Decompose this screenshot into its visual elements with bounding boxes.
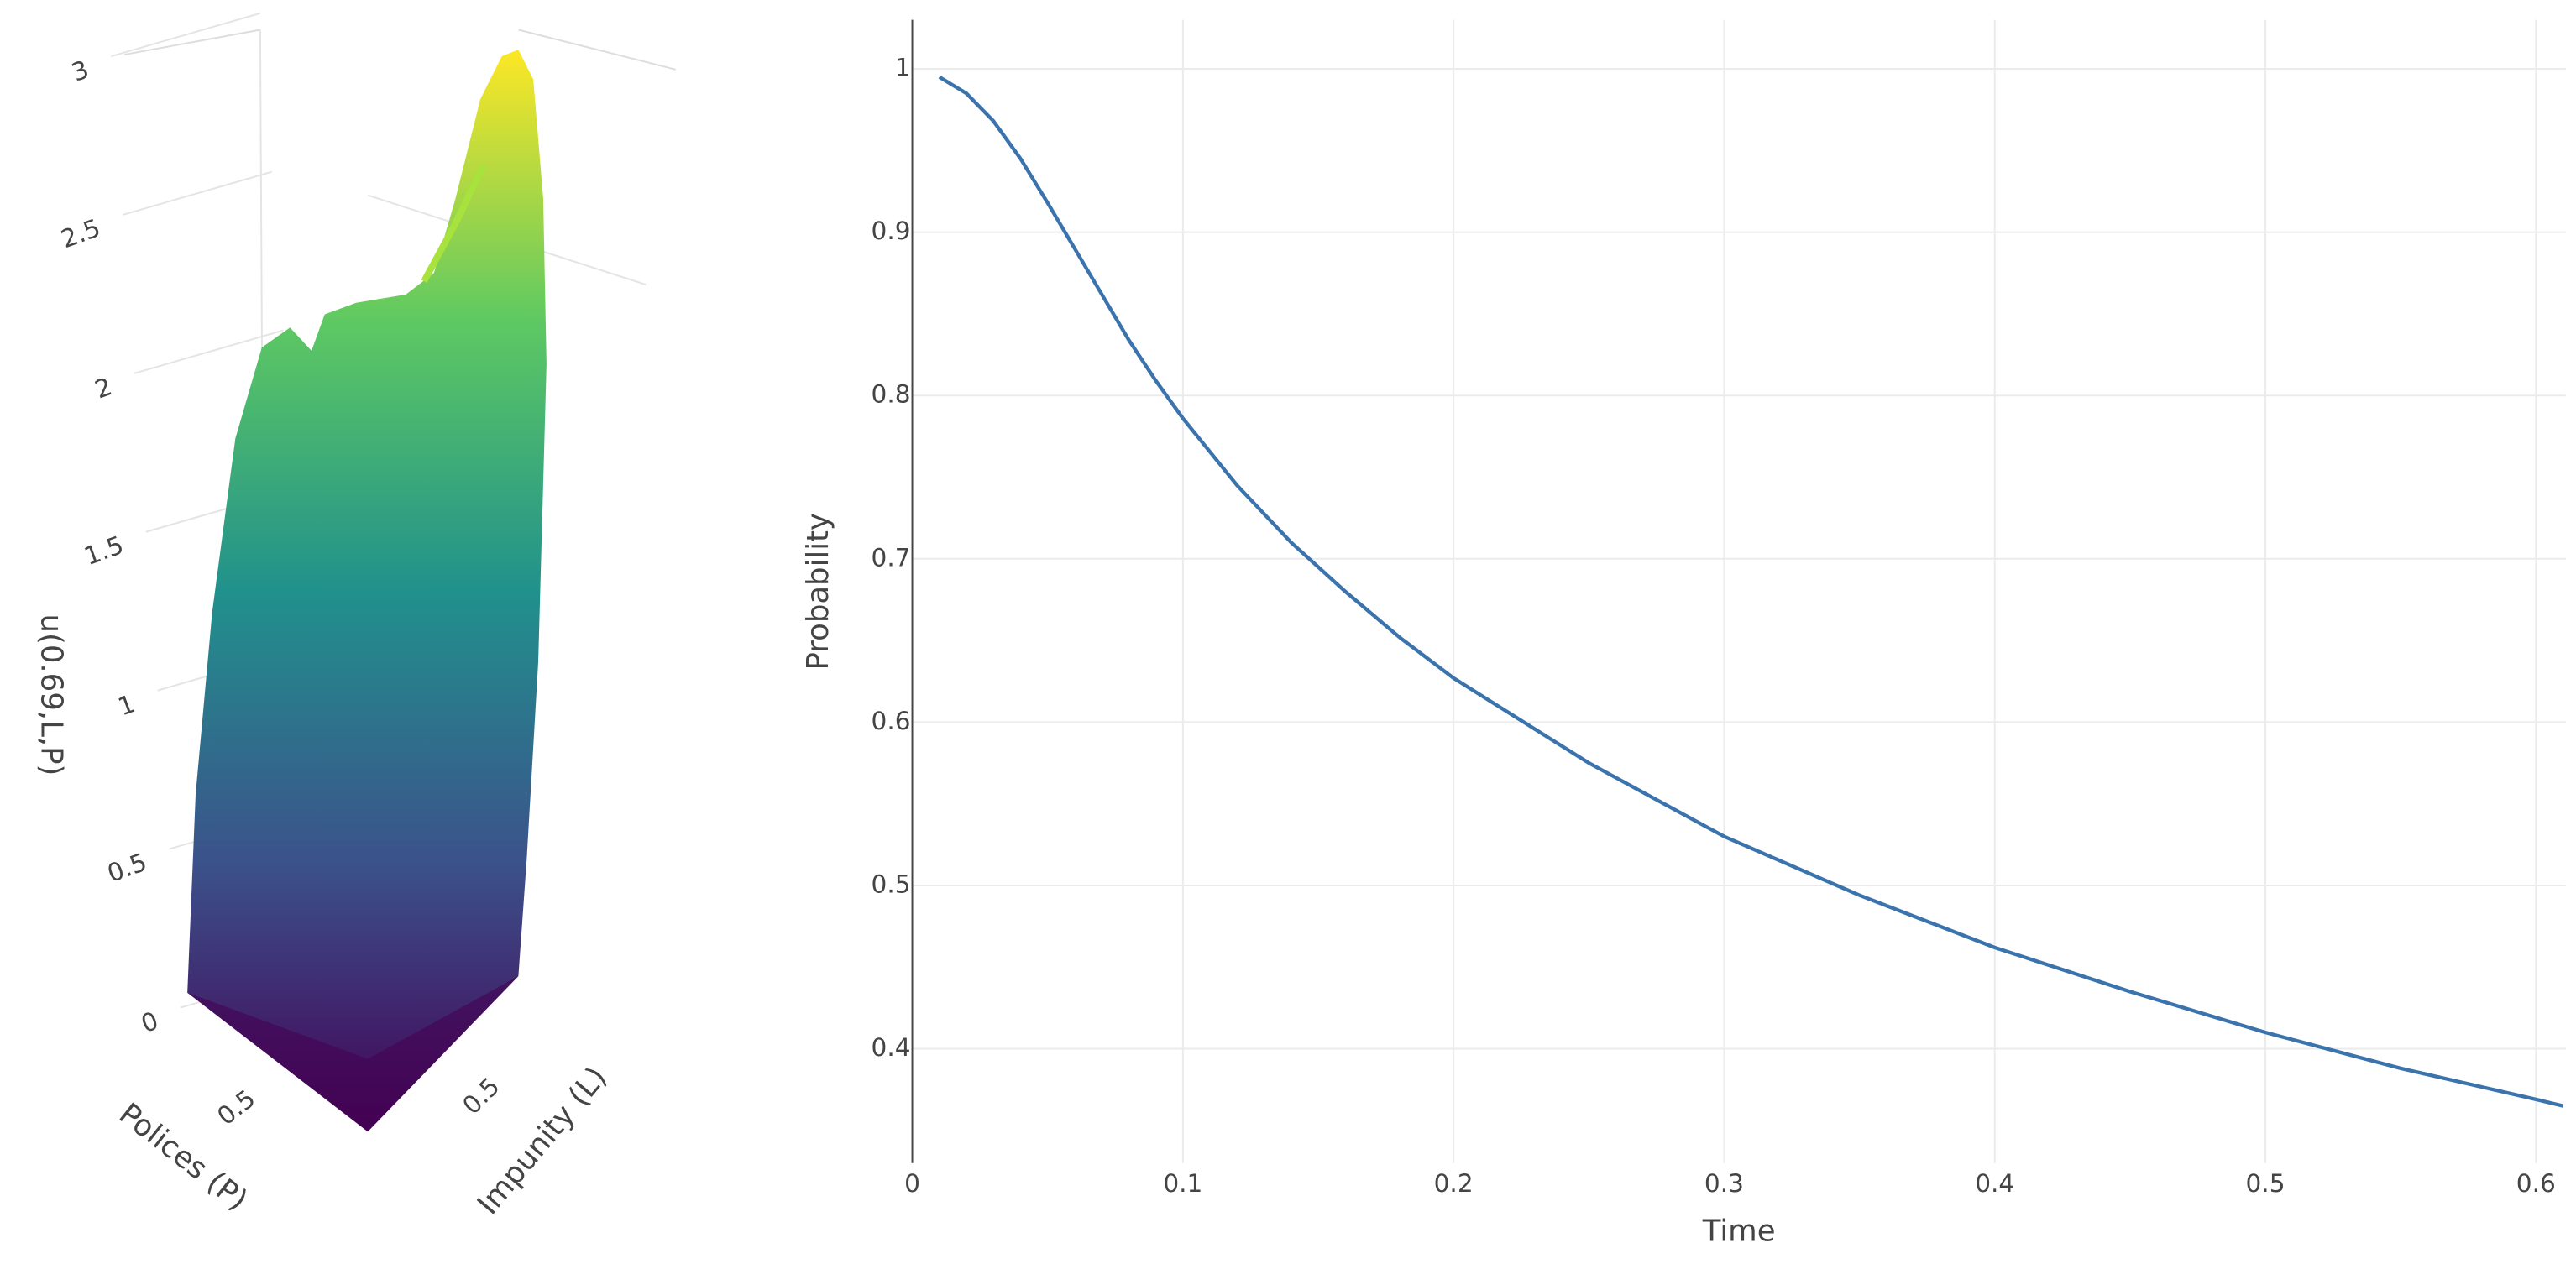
surface-edge xyxy=(187,976,519,1132)
z-tick-label: 1 xyxy=(114,689,139,721)
y-tick-label: 0.4 xyxy=(872,1033,911,1062)
y-axis-title: Probability xyxy=(801,513,835,671)
x-tick-label: 0.6 xyxy=(2516,1169,2556,1198)
y-tick-label: 0.6 xyxy=(872,707,911,735)
z-tick-label: 2 xyxy=(91,372,115,404)
z-tick-label: 3 xyxy=(68,55,92,86)
z-axis-title: u(0.69,L,P) xyxy=(34,614,69,776)
x-tick-label: 0.1 xyxy=(1163,1169,1202,1198)
data-line xyxy=(938,75,2564,1108)
x-tick-label: 0.5 xyxy=(212,1084,260,1131)
y-tick-label: 0.7 xyxy=(872,543,911,572)
z-tick-label: 0 xyxy=(138,1006,162,1038)
surface xyxy=(187,50,547,1132)
y-tick-label: 1 xyxy=(895,54,911,82)
y-tick-label: 0.5 xyxy=(457,1072,505,1120)
line-chart: 0 0.1 0.2 0.3 0.4 0.5 0.6 0.4 0.5 0.6 0.7 0.8 0.9 1 Ti… xyxy=(801,19,2566,1249)
x-tick-label: 0.4 xyxy=(1975,1169,2014,1198)
z-tick-label: 1.5 xyxy=(81,530,128,571)
x-tick-label: 0.5 xyxy=(2246,1169,2285,1198)
x-axis-title: Time xyxy=(1702,1214,1776,1249)
z-grid-line xyxy=(134,329,284,374)
y-tick-label: 0.8 xyxy=(872,380,911,409)
z-grid-line xyxy=(111,12,261,57)
x-tick-label: 0 xyxy=(904,1169,920,1198)
z-grid-line xyxy=(122,170,272,216)
x-tick-label: 0.2 xyxy=(1434,1169,1474,1198)
wall-edge xyxy=(124,29,261,56)
surface-chart: u(0.69,L,P) Polices (P) Impunity (L) 00.… xyxy=(34,12,676,1221)
x-tick-label: 0.3 xyxy=(1704,1169,1744,1198)
wall-edge xyxy=(518,29,676,71)
z-tick-label: 2.5 xyxy=(57,213,104,253)
surface-ridge xyxy=(421,164,487,283)
z-tick-label: 0.5 xyxy=(103,848,150,888)
y-tick-label: 0.9 xyxy=(872,217,911,245)
y-tick-label: 0.5 xyxy=(872,870,911,898)
